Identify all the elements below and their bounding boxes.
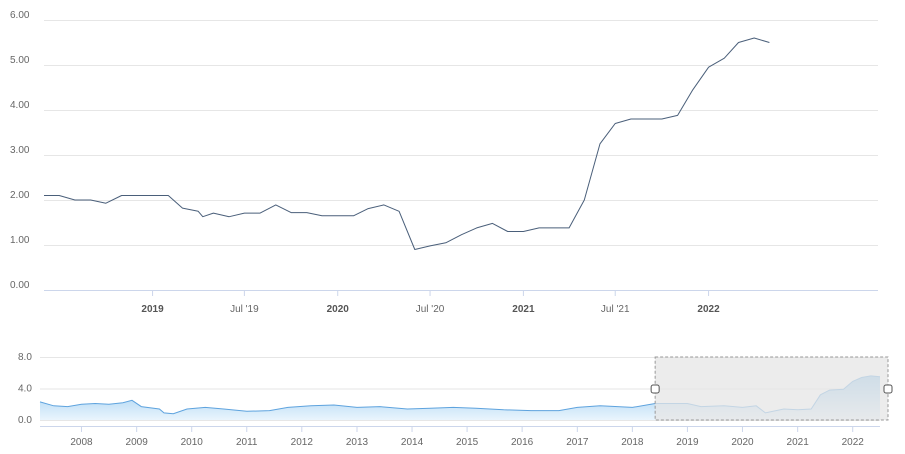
navigator-x-tick-label: 2014: [401, 437, 424, 448]
main-x-tick-label: Jul '19: [230, 304, 259, 315]
navigator-x-tick-label: 2012: [291, 437, 314, 448]
main-x-tick-label: 2022: [697, 304, 720, 315]
navigator-x-tick-label: 2017: [566, 437, 589, 448]
navigator-x-tick-label: 2011: [236, 437, 258, 448]
main-y-tick-label: 6.00: [10, 10, 30, 21]
main-x-tick-label: Jul '21: [601, 304, 630, 315]
navigator-y-tick-label: 0.0: [18, 415, 32, 426]
main-series-line: [44, 37, 770, 250]
navigator-right-handle[interactable]: [883, 384, 893, 394]
navigator-x-axis: 2008 2009 2010 2011 2012 2013 2014 2015 2016 2017…: [40, 426, 880, 448]
main-y-tick-label: 1.00: [10, 235, 30, 246]
navigator-x-tick-label: 2021: [787, 437, 810, 448]
main-gridlines: [44, 20, 878, 291]
navigator-x-tick-label: 2008: [70, 437, 93, 448]
navigator-y-tick-label: 8.0: [18, 352, 32, 363]
main-x-tick-label: 2019: [141, 304, 164, 315]
navigator-x-tick-label: 2015: [456, 437, 479, 448]
navigator-selection-range[interactable]: [654, 356, 889, 421]
navigator-x-tick-label: 2019: [676, 437, 699, 448]
navigator-y-axis: 0.0 4.0 8.0: [18, 352, 32, 426]
navigator-selection: [650, 356, 893, 421]
main-x-axis: 2019 Jul '19 2020 Jul '20 2021 Jul '21 2022: [141, 290, 720, 315]
navigator-x-tick-label: 2018: [621, 437, 644, 448]
main-y-tick-label: 5.00: [10, 55, 30, 66]
main-y-tick-label: 4.00: [10, 100, 30, 111]
main-plot-area: [44, 37, 770, 250]
main-y-tick-label: 0.00: [10, 280, 30, 291]
navigator-x-tick-label: 2022: [842, 437, 865, 448]
navigator-y-tick-label: 4.0: [18, 384, 32, 395]
navigator-x-tick-label: 2016: [511, 437, 534, 448]
navigator-x-tick-label: 2013: [346, 437, 369, 448]
main-x-tick-label: Jul '20: [416, 304, 445, 315]
main-y-tick-label: 3.00: [10, 145, 30, 156]
main-y-axis: 0.00 1.00 2.00 3.00 4.00 5.00 6.00: [10, 10, 30, 291]
navigator-left-handle[interactable]: [650, 384, 660, 394]
navigator-x-tick-label: 2020: [731, 437, 754, 448]
main-x-tick-label: 2020: [327, 304, 350, 315]
main-y-tick-label: 2.00: [10, 190, 30, 201]
navigator-x-tick-label: 2009: [126, 437, 149, 448]
navigator-x-tick-label: 2010: [181, 437, 204, 448]
main-x-tick-label: 2021: [512, 304, 535, 315]
